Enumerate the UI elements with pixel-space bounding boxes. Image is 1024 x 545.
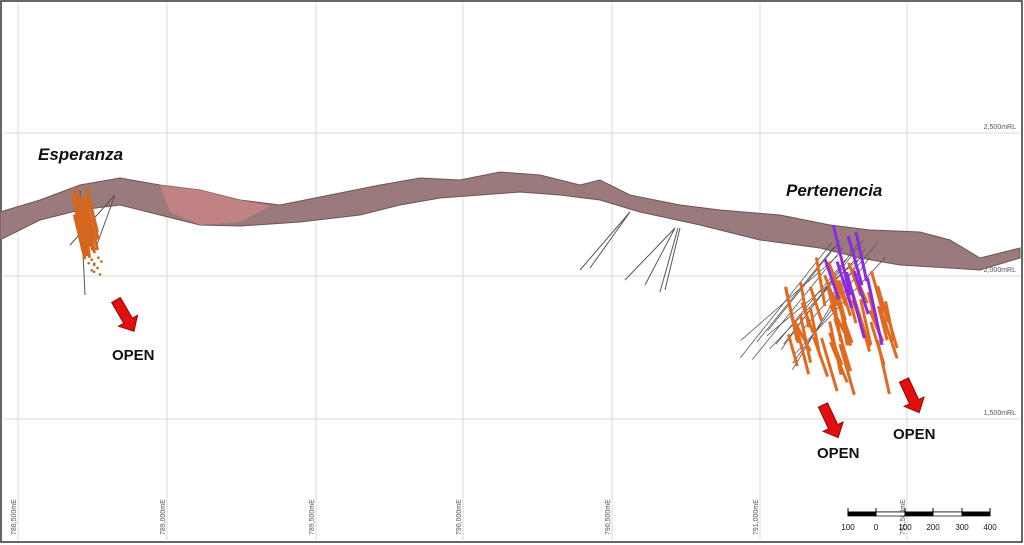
arrow xyxy=(817,402,844,439)
drill-trace xyxy=(859,298,873,346)
drill-trace xyxy=(83,196,100,251)
drill-trace xyxy=(664,227,681,291)
drill-trace xyxy=(839,305,852,347)
drill-holes xyxy=(69,186,899,396)
open-label: OPEN xyxy=(817,445,860,462)
drill-trace xyxy=(852,270,870,315)
drill-trace xyxy=(869,270,885,312)
terrain-face xyxy=(160,185,270,225)
drill-trace xyxy=(814,257,827,307)
easting-label: 791,500mE xyxy=(900,499,907,535)
deposit-label: Pertenencia xyxy=(786,181,882,200)
scale-label: 300 xyxy=(955,523,969,532)
drill-trace xyxy=(820,337,839,392)
drill-trace xyxy=(879,310,899,359)
drill-trace xyxy=(869,321,886,366)
easting-label: 789,000mE xyxy=(160,499,167,535)
scale-label: 100 xyxy=(898,523,912,532)
drill-trace xyxy=(72,214,87,260)
scale-label: 0 xyxy=(874,523,879,532)
drill-trace xyxy=(827,261,848,307)
drill-trace xyxy=(798,313,813,363)
scale-label: 400 xyxy=(983,523,997,532)
drill-trace xyxy=(835,261,854,309)
drill-trace xyxy=(833,317,853,372)
elevation-label: 2,000mRL xyxy=(984,267,1016,274)
sample xyxy=(87,261,90,265)
drill-trace xyxy=(756,246,835,343)
drill-trace xyxy=(876,305,889,341)
drill-trace xyxy=(793,319,811,375)
drill-trace xyxy=(71,191,86,234)
drill-trace xyxy=(823,274,838,307)
drill-trace xyxy=(94,194,116,251)
scale-label: 100 xyxy=(841,523,855,532)
sample xyxy=(97,256,100,259)
drill-trace xyxy=(589,211,631,269)
scale-bar: 100 0 100 200 300 400 xyxy=(841,508,997,532)
sample xyxy=(98,273,102,276)
drill-trace xyxy=(846,235,864,286)
drill-trace xyxy=(74,211,89,257)
drill-trace xyxy=(829,341,849,384)
scale-segment xyxy=(932,511,963,517)
easting-label: 790,000mE xyxy=(456,499,463,535)
drill-trace xyxy=(644,227,676,286)
arrow xyxy=(898,377,925,414)
scale-segment xyxy=(847,511,877,517)
drill-trace xyxy=(876,285,890,323)
easting-label: 788,500mE xyxy=(11,499,18,535)
deposit-label: Esperanza xyxy=(38,145,123,164)
arrows xyxy=(110,296,925,439)
sample xyxy=(96,266,99,270)
drill-trace xyxy=(831,224,852,296)
drill-trace xyxy=(837,279,852,317)
open-label: OPEN xyxy=(112,347,155,364)
elevation-label: 1,500mRL xyxy=(984,410,1016,417)
arrow xyxy=(110,296,139,332)
scale-segment xyxy=(961,511,991,517)
drill-trace xyxy=(823,258,841,300)
sample xyxy=(100,260,103,263)
sample xyxy=(92,270,96,274)
drill-trace xyxy=(838,343,856,396)
drill-trace xyxy=(82,194,95,251)
easting-label: 791,000mE xyxy=(753,499,760,535)
drill-trace xyxy=(854,231,869,282)
drill-trace xyxy=(800,301,815,334)
open-label: OPEN xyxy=(893,426,936,443)
sample xyxy=(93,262,96,266)
drill-trace xyxy=(579,211,631,271)
drill-trace xyxy=(85,189,100,240)
sample xyxy=(90,258,93,262)
easting-label: 790,500mE xyxy=(605,499,612,535)
scale-segment xyxy=(875,511,906,517)
drill-trace xyxy=(624,227,676,281)
drill-trace xyxy=(808,307,822,356)
scale-segment xyxy=(904,511,934,517)
drill-trace xyxy=(845,271,866,339)
easting-label: 789,500mE xyxy=(309,499,316,535)
scale-label: 200 xyxy=(926,523,940,532)
drill-trace xyxy=(828,304,849,339)
grid: 788,500mE 789,000mE 789,500mE 790,000mE 790,… xyxy=(3,3,1020,540)
drill-trace xyxy=(787,333,799,367)
drill-trace xyxy=(767,240,841,332)
drill-trace xyxy=(659,227,679,293)
drill-trace xyxy=(865,277,884,346)
drill-trace xyxy=(784,286,799,342)
elevation-label: 2,500mRL xyxy=(984,124,1016,131)
drill-trace xyxy=(828,332,844,366)
sample xyxy=(90,269,94,272)
drill-trace xyxy=(808,286,824,322)
drill-trace xyxy=(847,262,863,297)
